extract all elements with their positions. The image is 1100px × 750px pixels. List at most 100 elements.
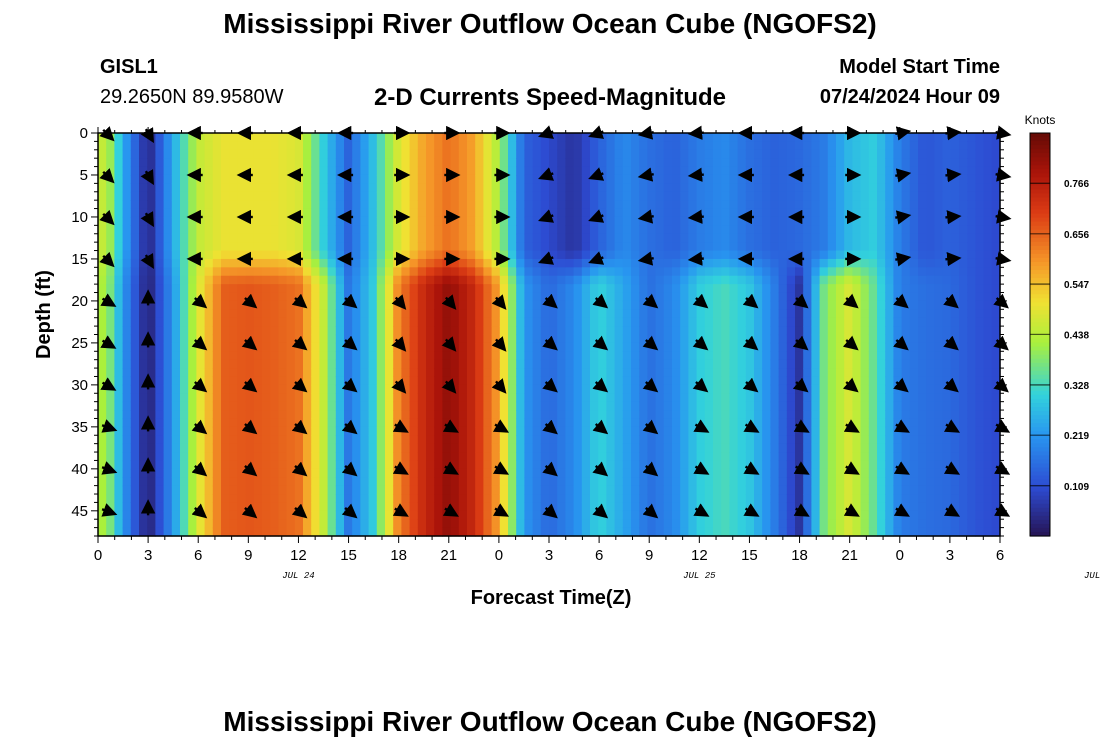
heatmap-cell bbox=[704, 284, 714, 294]
heatmap-cell bbox=[409, 443, 419, 453]
heatmap-cell bbox=[680, 502, 689, 512]
heatmap-cell bbox=[860, 284, 870, 294]
heatmap-cell bbox=[754, 351, 763, 361]
heatmap-cell bbox=[786, 233, 796, 243]
heatmap-cell bbox=[286, 393, 296, 403]
heatmap-cell bbox=[680, 200, 689, 210]
heatmap-cell bbox=[745, 149, 755, 159]
heatmap-cell bbox=[475, 317, 484, 327]
heatmap-cell bbox=[803, 133, 812, 142]
heatmap-cell bbox=[762, 225, 771, 235]
heatmap-cell bbox=[868, 250, 878, 260]
heatmap-cell bbox=[598, 200, 607, 210]
heatmap-cell bbox=[663, 275, 673, 285]
heatmap-cell bbox=[647, 410, 657, 420]
heatmap-cell bbox=[262, 200, 271, 210]
heatmap-cell bbox=[270, 485, 279, 495]
heatmap-cell bbox=[467, 258, 476, 268]
heatmap-cell bbox=[401, 527, 411, 537]
heatmap-cell bbox=[319, 174, 329, 184]
heatmap-cell bbox=[122, 233, 132, 243]
heatmap-cell bbox=[524, 485, 534, 495]
heatmap-cell bbox=[360, 468, 370, 478]
heatmap-cell bbox=[745, 443, 755, 453]
heatmap-cell bbox=[868, 418, 878, 428]
heatmap-cell bbox=[565, 384, 575, 394]
heatmap-cell bbox=[598, 149, 607, 159]
heatmap-cell bbox=[885, 267, 894, 277]
heatmap-cell bbox=[786, 418, 796, 428]
heatmap-cell bbox=[188, 300, 197, 310]
heatmap-cell bbox=[778, 468, 788, 478]
heatmap-cell bbox=[311, 284, 320, 294]
heatmap-cell bbox=[368, 384, 378, 394]
heatmap-cell bbox=[508, 418, 517, 428]
heatmap-cell bbox=[229, 494, 238, 504]
heatmap-cell bbox=[360, 216, 370, 226]
heatmap-cell bbox=[508, 351, 517, 361]
heatmap-cell bbox=[122, 141, 132, 151]
heatmap-cell bbox=[934, 284, 944, 294]
heatmap-cell bbox=[745, 359, 755, 369]
heatmap-cell bbox=[327, 468, 337, 478]
heatmap-cell bbox=[417, 149, 427, 159]
heatmap-cell bbox=[811, 216, 821, 226]
heatmap-cell bbox=[286, 359, 296, 369]
heatmap-cell bbox=[590, 191, 599, 201]
heatmap-cell bbox=[860, 250, 870, 260]
heatmap-cell bbox=[614, 258, 624, 268]
heatmap-cell bbox=[786, 485, 796, 495]
heatmap-cell bbox=[122, 200, 132, 210]
heatmap-cell bbox=[499, 275, 509, 285]
heatmap-cell bbox=[704, 158, 714, 168]
heatmap-cell bbox=[819, 401, 829, 411]
heatmap-cell bbox=[139, 300, 148, 310]
heatmap-cell bbox=[417, 376, 427, 386]
heatmap-cell bbox=[901, 334, 911, 344]
heatmap-cell bbox=[614, 149, 624, 159]
heatmap-cell bbox=[655, 410, 665, 420]
heatmap-cell bbox=[221, 141, 230, 151]
heatmap-cell bbox=[573, 208, 583, 218]
heatmap-cell bbox=[303, 452, 312, 462]
heatmap-cell bbox=[696, 242, 706, 252]
heatmap-cell bbox=[335, 368, 345, 378]
heatmap-cell bbox=[106, 401, 115, 411]
heatmap-cell bbox=[680, 258, 689, 268]
heatmap-cell bbox=[598, 158, 607, 168]
heatmap-cell bbox=[139, 376, 148, 386]
heatmap-cell bbox=[901, 527, 911, 537]
heatmap-cell bbox=[311, 418, 320, 428]
heatmap-cell bbox=[770, 216, 780, 226]
heatmap-cell bbox=[294, 183, 304, 193]
heatmap-cell bbox=[622, 368, 632, 378]
heatmap-cell bbox=[860, 460, 870, 470]
heatmap-cell bbox=[827, 477, 837, 487]
heatmap-cell bbox=[212, 317, 222, 327]
heatmap-cell bbox=[614, 494, 624, 504]
heatmap-cell bbox=[114, 174, 124, 184]
heatmap-cell bbox=[663, 326, 673, 336]
heatmap-cell bbox=[385, 292, 394, 302]
heatmap-cell bbox=[909, 468, 919, 478]
heatmap-cell bbox=[639, 452, 648, 462]
heatmap-cell bbox=[352, 334, 361, 344]
heatmap-cell bbox=[253, 158, 263, 168]
heatmap-cell bbox=[130, 443, 140, 453]
heatmap-cell bbox=[368, 393, 378, 403]
heatmap-cell bbox=[417, 485, 427, 495]
heatmap-cell bbox=[836, 141, 845, 151]
heatmap-cell bbox=[934, 309, 944, 319]
heatmap-cell bbox=[737, 258, 747, 268]
heatmap-cell bbox=[877, 233, 886, 243]
heatmap-cell bbox=[934, 359, 944, 369]
heatmap-cell bbox=[803, 334, 812, 344]
heatmap-cell bbox=[737, 300, 747, 310]
heatmap-cell bbox=[721, 233, 730, 243]
heatmap-cell bbox=[409, 284, 419, 294]
heatmap-cell bbox=[163, 233, 173, 243]
heatmap-cell bbox=[130, 233, 140, 243]
heatmap-cell bbox=[475, 326, 484, 336]
heatmap-cell bbox=[877, 191, 886, 201]
heatmap-cell bbox=[352, 225, 361, 235]
